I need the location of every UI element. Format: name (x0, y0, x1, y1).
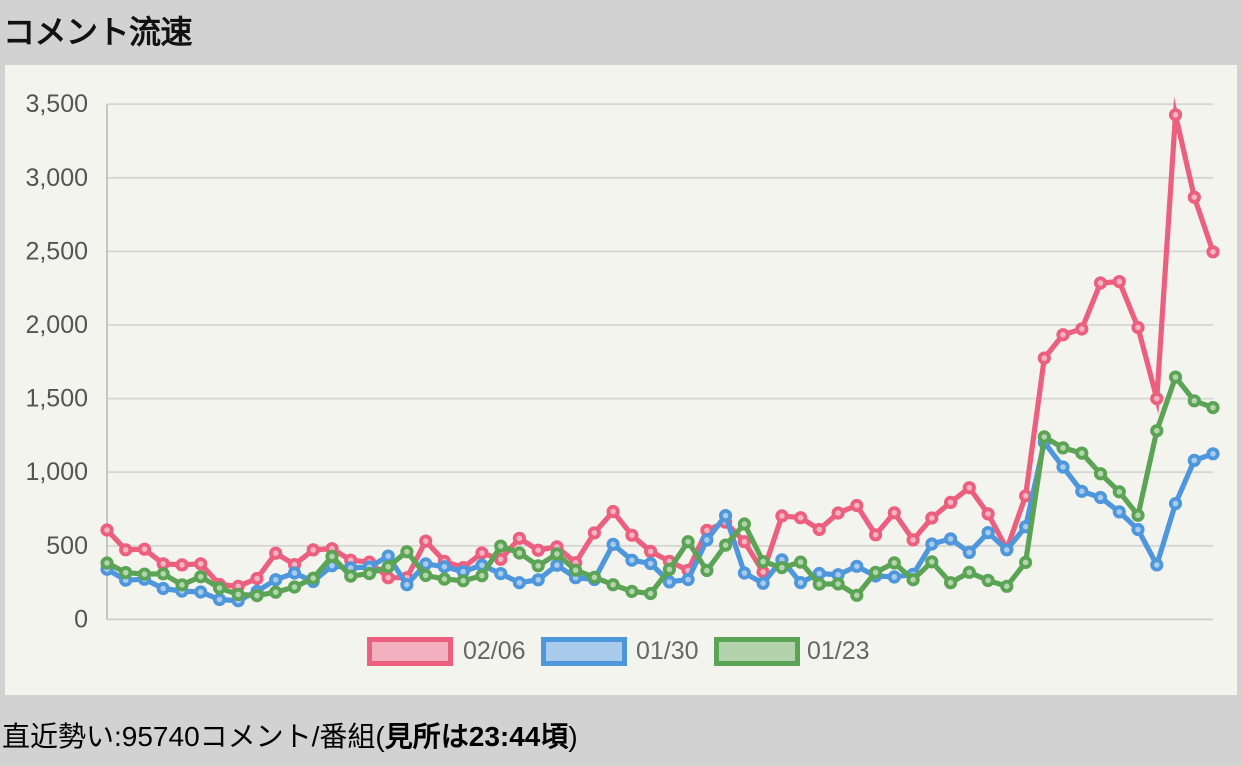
svg-text:2,500: 2,500 (25, 237, 88, 265)
svg-text:2,000: 2,000 (25, 311, 88, 339)
svg-text:3,500: 3,500 (25, 90, 88, 118)
svg-text:0: 0 (74, 605, 88, 633)
svg-text:500: 500 (46, 532, 88, 560)
svg-text:1,000: 1,000 (25, 458, 88, 486)
svg-text:1,500: 1,500 (25, 385, 88, 413)
svg-text:3,000: 3,000 (25, 164, 88, 192)
